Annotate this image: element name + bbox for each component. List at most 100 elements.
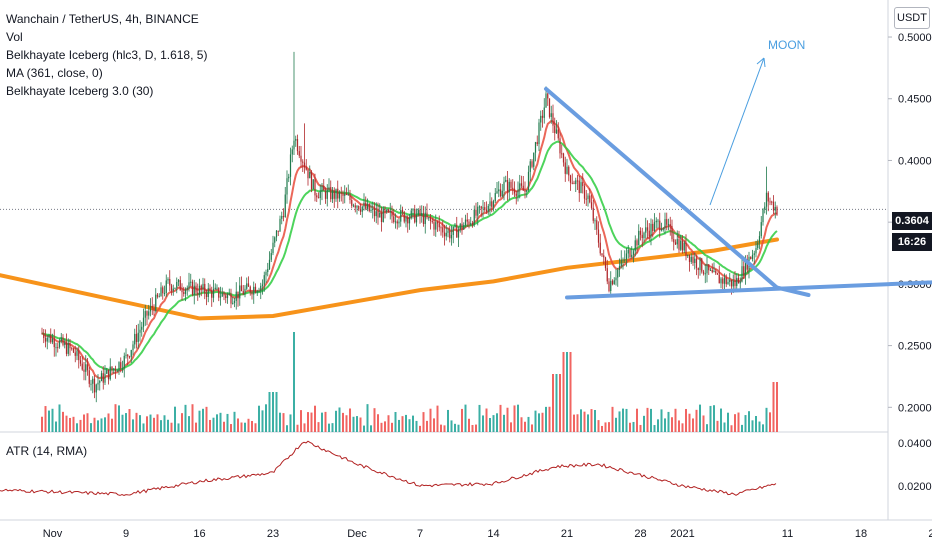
candle-body: [583, 186, 586, 199]
candle-body: [559, 138, 561, 154]
legend-ma[interactable]: MA (361, close, 0): [6, 66, 103, 80]
volume-bar: [58, 404, 61, 432]
candle-body: [384, 208, 386, 212]
candle-body: [127, 354, 129, 357]
volume-bar: [107, 413, 110, 432]
volume-bar: [275, 392, 278, 432]
volume-bar: [359, 417, 362, 432]
candle-body: [195, 285, 197, 293]
candle-body: [123, 355, 125, 369]
volume-bar: [170, 422, 173, 432]
candle-body: [267, 268, 269, 273]
candle-body: [310, 171, 313, 190]
volume-bar: [205, 406, 208, 432]
candle-body: [620, 259, 622, 267]
candle-body: [228, 293, 230, 295]
candle-body: [657, 220, 659, 222]
candle-body: [515, 193, 517, 196]
candle-body: [667, 224, 670, 226]
trendline: [544, 86, 779, 290]
candle-body: [223, 292, 225, 296]
volume-bar: [520, 417, 523, 432]
volume-bar: [251, 420, 253, 432]
candle-body: [279, 218, 281, 232]
volume-bar: [188, 416, 190, 432]
candle-body: [629, 249, 631, 258]
candle-body: [41, 333, 43, 335]
legend-iceberg3[interactable]: Belkhayate Iceberg 3.0 (30): [6, 84, 154, 98]
candle-body: [265, 272, 267, 276]
candle-body: [200, 285, 202, 290]
candle-body: [396, 221, 398, 224]
volume-bar: [405, 414, 407, 432]
volume-bar: [174, 406, 176, 432]
volume-bar: [128, 409, 131, 432]
candle-body: [268, 259, 271, 269]
volume-bar: [510, 422, 512, 432]
candle-body: [95, 384, 97, 393]
volume-bar: [79, 419, 82, 432]
legend-iceberg[interactable]: Belkhayate Iceberg (hlc3, D, 1.618, 5): [6, 48, 208, 62]
candle-body: [165, 280, 167, 293]
candle-body: [347, 194, 349, 196]
volume-bar: [195, 422, 197, 432]
volume-bar: [142, 423, 145, 432]
candle-body: [146, 311, 148, 316]
candle-body: [83, 369, 85, 372]
candle-body: [578, 180, 580, 194]
atr-legend[interactable]: ATR (14, RMA): [6, 444, 88, 458]
candle-body: [673, 239, 675, 243]
candle-body: [534, 142, 537, 153]
volume-bar: [366, 404, 369, 432]
currency-button[interactable]: USDT: [894, 7, 930, 29]
candle-body: [734, 280, 736, 286]
volume-bar: [545, 406, 547, 432]
volume-bar: [671, 417, 673, 432]
candle-body: [436, 222, 439, 224]
candle-body: [212, 289, 215, 298]
candle-body: [671, 226, 673, 240]
volume-bar: [48, 410, 50, 432]
candle-body: [547, 93, 549, 99]
candle-body: [702, 271, 705, 274]
volume-bar: [475, 424, 477, 432]
candle-body: [190, 281, 192, 283]
volume-bar: [303, 423, 306, 432]
candle-body: [606, 268, 608, 282]
trendline: [775, 285, 811, 297]
candle-body: [638, 230, 640, 246]
volume-bar: [471, 424, 474, 432]
candle-body: [71, 348, 73, 350]
candle-body: [118, 362, 120, 371]
legend-vol[interactable]: Vol: [6, 30, 23, 44]
volume-bar: [114, 404, 117, 432]
candle-body: [487, 205, 489, 212]
time-tick-label: 11: [782, 528, 793, 540]
candle-body: [359, 209, 362, 212]
volume-bar: [167, 419, 169, 432]
candle-body: [622, 259, 624, 261]
candle-body: [531, 161, 533, 167]
candle-body: [281, 216, 283, 219]
candle-body: [764, 206, 766, 210]
volume-bar: [198, 410, 201, 432]
candle-body: [134, 333, 136, 345]
candle-body: [130, 350, 132, 357]
candle-body: [377, 211, 379, 218]
candle-body: [244, 288, 246, 295]
candle-body: [352, 205, 355, 207]
candle-body: [282, 216, 285, 218]
candle-body: [753, 253, 755, 255]
candle-body: [727, 281, 729, 285]
candle-body: [46, 337, 48, 342]
candle-body: [372, 208, 374, 210]
candle-body: [765, 192, 768, 207]
volume-bar: [125, 413, 127, 432]
candle-body: [470, 223, 472, 225]
candle-body: [533, 152, 535, 167]
candle-body: [400, 210, 402, 222]
volume-bar: [356, 416, 358, 432]
candle-body: [120, 362, 122, 369]
volume-bar: [601, 425, 603, 432]
candle-body: [636, 240, 638, 246]
